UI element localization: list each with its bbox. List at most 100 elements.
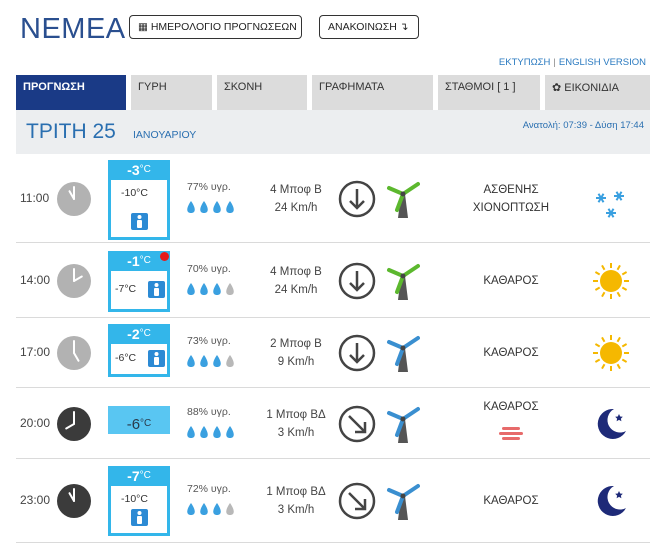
temperature-box: -3°C -10°C [108, 160, 170, 240]
forecast-calendar-button[interactable]: ▦ ΗΜΕΡΟΛΟΓΙΟ ΠΡΟΓΝΩΣΕΩΝ [129, 15, 302, 39]
temperature-box: -1°C -7°C [108, 251, 170, 312]
feels-like-temp: -7°C [115, 283, 137, 295]
condition-line: ΚΑΘΑΡΟΣ [483, 495, 539, 507]
announcement-button[interactable]: ΑΝΑΚΟΙΝΩΣΗ ↴ [319, 15, 419, 39]
condition-line: ΧΙΟΝΟΠΤΩΣΗ [472, 202, 550, 214]
row-time: 14:00 [20, 273, 51, 287]
condition-text: ΚΑΘΑΡΟΣ [436, 492, 586, 510]
wind-speed: 9 Km/h [277, 356, 315, 368]
english-version-link[interactable]: ENGLISH VERSION [558, 57, 646, 68]
wind-turbine-icon [386, 178, 420, 225]
wind-direction-arrow-icon [338, 262, 376, 305]
temperature-unit: °C [139, 470, 151, 481]
tab-label: ΓΥΡΗ [138, 81, 167, 93]
tab-label: ΣΚΟΝΗ [224, 81, 263, 93]
humidity-text: 88% υγρ. [187, 406, 231, 418]
wind-turbine-icon [386, 332, 420, 379]
temperature-box: -2°C -6°C [108, 324, 170, 377]
clock-icon [57, 484, 91, 518]
haze-icon [436, 426, 586, 446]
person-icon [148, 350, 165, 367]
temperature-box: -6°C [108, 406, 170, 434]
tab-stations[interactable]: ΣΤΑΘΜΟΙ [ 1 ] [438, 75, 540, 110]
condition-text: ΑΣΘΕΝΗΣ ΧΙΟΝΟΠΤΩΣΗ [436, 181, 586, 217]
condition-text: ΚΑΘΑΡΟΣ [436, 398, 586, 446]
wind-beaufort: 1 Μποφ ΒΔ [266, 409, 326, 421]
clock-icon [57, 264, 91, 298]
tab-label: ΓΡΑΦΗΜΑΤΑ [319, 81, 385, 93]
person-icon [148, 281, 165, 298]
wind-turbine-icon [386, 480, 420, 527]
forecast-row: 17:00 -2°C -6°C 73% υγρ. 2 Μποφ Β 9 Km/h ΚΑΘΑΡ… [16, 318, 650, 388]
wind-info: 1 Μποφ ΒΔ 3 Km/h [246, 483, 346, 519]
feels-like-panel: -6°C [111, 344, 167, 374]
condition-text: ΚΑΘΑΡΟΣ [436, 344, 586, 362]
temperature-unit: °C [139, 255, 151, 266]
temperature-value: -6°C [108, 406, 170, 442]
calendar-button-label: ΗΜΕΡΟΛΟΓΙΟ ΠΡΟΓΝΩΣΕΩΝ [150, 21, 297, 33]
temperature-number: -2 [127, 326, 140, 342]
tabs-bar: ΠΡΟΓΝΩΣΗ ΓΥΡΗ ΣΚΟΝΗ ΓΡΑΦΗΜΑΤΑ ΣΤΑΘΜΟΙ [ … [16, 75, 650, 110]
wind-direction-arrow-icon [338, 482, 376, 525]
forecast-row: 11:00 -3°C -10°C 77% υγρ. 4 Μποφ Β 24 Km/h ΑΣΘ… [16, 154, 650, 243]
calendar-icon: ▦ [138, 21, 148, 33]
condition-line: ΚΑΘΑΡΟΣ [483, 401, 539, 413]
wind-beaufort: 4 Μποφ Β [270, 184, 322, 196]
temperature-value: -3°C [108, 160, 170, 180]
sunrise-sunset: Ανατολή: 07:39 - Δύση 17:44 [522, 120, 644, 131]
forecast-row: 20:00 -6°C 88% υγρ. 1 Μποφ ΒΔ 3 Km/h ΚΑΘΑΡΟΣ [16, 388, 650, 459]
moon-icon [592, 482, 630, 525]
alert-dot-icon [160, 252, 169, 261]
tab-forecast[interactable]: ΠΡΟΓΝΩΣΗ [16, 75, 126, 110]
tab-label: ΣΤΑΘΜΟΙ [ 1 ] [445, 81, 516, 93]
tab-icons[interactable]: ✿ ΕΙΚΟΝΙΔΙΑ [545, 75, 650, 110]
temperature-unit: °C [140, 418, 152, 429]
row-time: 20:00 [20, 416, 51, 430]
tab-label: ΠΡΟΓΝΩΣΗ [23, 81, 85, 93]
humidity-drops-icon [186, 200, 242, 219]
wind-direction-arrow-icon [338, 405, 376, 448]
sun-icon [592, 334, 630, 377]
sun-icon [592, 262, 630, 305]
wind-direction-arrow-icon [338, 334, 376, 377]
print-link[interactable]: ΕΚΤΥΠΩΣΗ [498, 57, 551, 68]
wind-speed: 3 Km/h [277, 427, 315, 439]
turn-arrow-icon: ↴ [399, 21, 409, 33]
row-time: 11:00 [20, 191, 50, 205]
condition-text: ΚΑΘΑΡΟΣ [436, 272, 586, 290]
clock-icon [57, 407, 91, 441]
tab-dust[interactable]: ΣΚΟΝΗ [217, 75, 307, 110]
links-separator: | [553, 57, 556, 68]
wind-beaufort: 4 Μποφ Β [270, 266, 322, 278]
header: ΝΕΜΕΑ ▦ ΗΜΕΡΟΛΟΓΙΟ ΠΡΟΓΝΩΣΕΩΝ ΑΝΑΚΟΙΝΩΣΗ… [0, 0, 664, 110]
snowflake-icon [592, 186, 630, 229]
tab-charts[interactable]: ΓΡΑΦΗΜΑΤΑ [312, 75, 433, 110]
humidity-text: 73% υγρ. [187, 335, 231, 347]
humidity-text: 70% υγρ. [187, 263, 231, 275]
humidity-text: 77% υγρ. [187, 181, 231, 193]
town-title: ΝΕΜΕΑ [20, 13, 126, 45]
tab-pollen[interactable]: ΓΥΡΗ [131, 75, 212, 110]
gear-icon: ✿ [552, 82, 562, 94]
clock-icon [57, 182, 91, 216]
temperature-value: -7°C [108, 466, 170, 486]
feels-like-temp: -10°C [121, 493, 148, 505]
row-time: 23:00 [20, 493, 51, 507]
tab-label: ΕΙΚΟΝΙΔΙΑ [564, 82, 619, 94]
temperature-number: -1 [127, 253, 140, 269]
wind-beaufort: 1 Μποφ ΒΔ [266, 486, 326, 498]
wind-turbine-icon [386, 403, 420, 450]
humidity-drops-icon [186, 502, 242, 521]
temperature-unit: °C [139, 164, 151, 175]
forecast-row: 23:00 -7°C -10°C 72% υγρ. 1 Μποφ ΒΔ 3 Km/h ΚΑΘ… [16, 459, 650, 543]
feels-like-temp: -6°C [115, 352, 137, 364]
forecast-row: 14:00 -1°C -7°C 70% υγρ. 4 Μποφ Β 24 Km/h ΚΑΘΑ… [16, 243, 650, 318]
condition-line: ΑΣΘΕΝΗΣ [483, 184, 539, 196]
feels-like-panel: -10°C [111, 180, 167, 237]
wind-beaufort: 2 Μποφ Β [270, 338, 322, 350]
temperature-number: -7 [127, 468, 140, 484]
wind-info: 1 Μποφ ΒΔ 3 Km/h [246, 406, 346, 442]
wind-turbine-icon [386, 260, 420, 307]
row-time: 17:00 [20, 345, 51, 359]
temperature-value: -1°C [108, 251, 170, 271]
